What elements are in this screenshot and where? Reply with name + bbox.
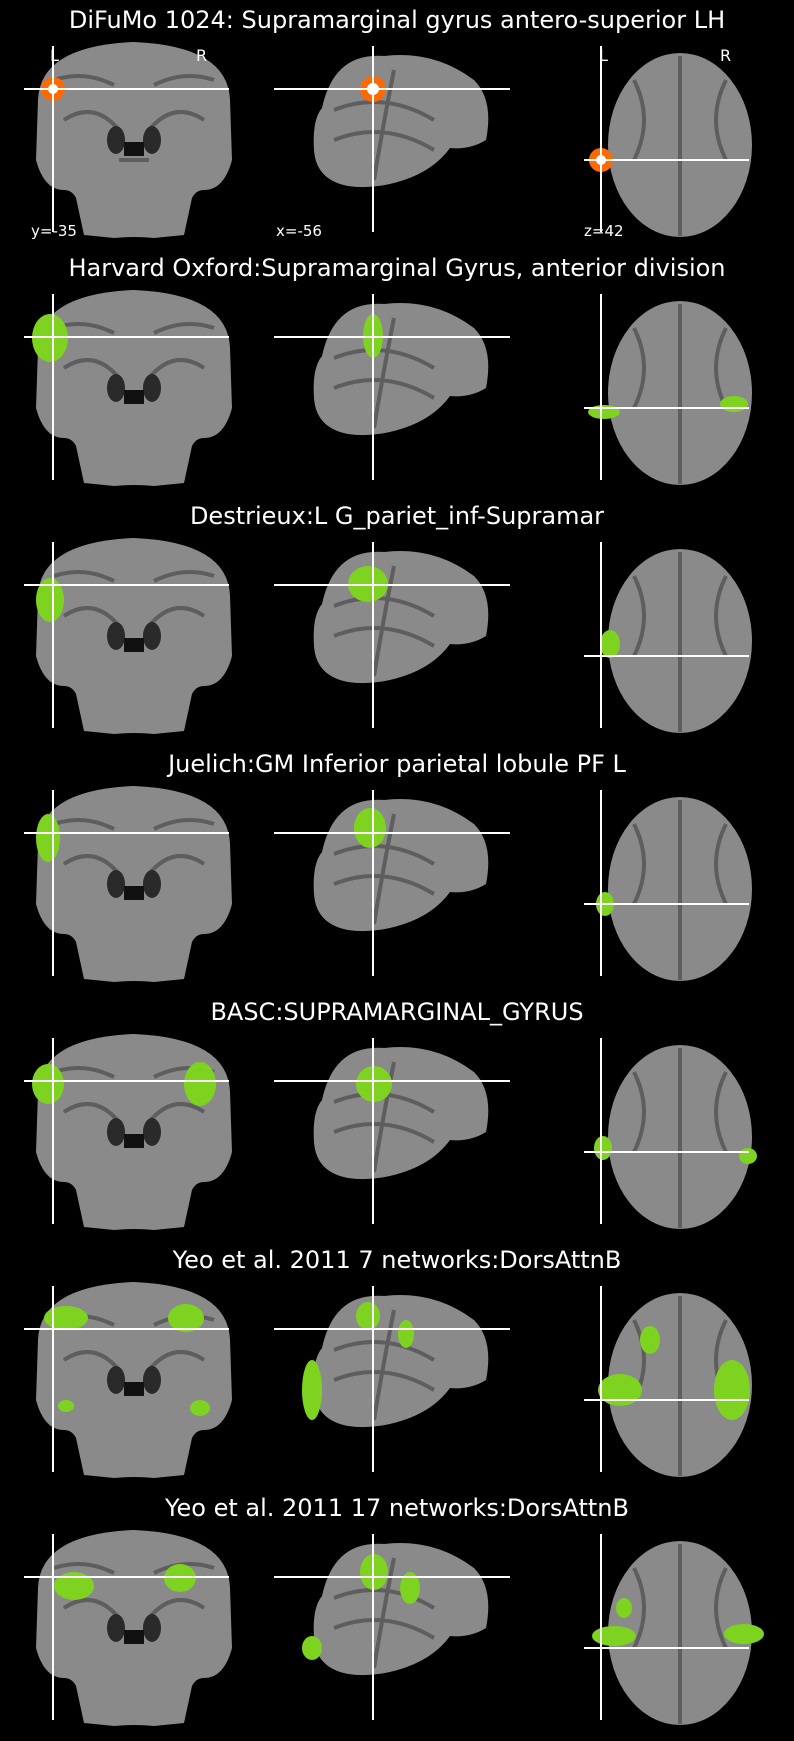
brain-sagittal-shape: [313, 1047, 489, 1180]
brain-sagittal-shape: [313, 303, 489, 436]
panel-difumo: DiFuMo 1024: Supramarginal gyrus antero-…: [0, 0, 794, 248]
coronal-slice: [24, 786, 232, 982]
region-mask: [356, 1302, 380, 1330]
region-mask: [598, 1374, 642, 1406]
panel-atlas-region: Yeo et al. 2011 7 networks:DorsAttnB: [0, 1240, 794, 1488]
region-mask: [616, 1598, 632, 1618]
panel-title: Destrieux:L G_pariet_inf-Supramar: [189, 502, 605, 530]
brain-sagittal-shape: [313, 551, 489, 684]
brain-sagittal-shape: [313, 799, 489, 932]
panel-atlas-region: Yeo et al. 2011 17 networks:DorsAttnB: [0, 1488, 794, 1736]
region-mask: [714, 1360, 750, 1420]
axial-slice: [584, 1534, 764, 1725]
sagittal-slice: [274, 1038, 510, 1224]
panel-atlas-region: Juelich:GM Inferior parietal lobule PF L: [0, 744, 794, 992]
label-right-axial: R: [720, 46, 731, 65]
panel-atlas-region: BASC:SUPRAMARGINAL_GYRUS: [0, 992, 794, 1240]
brain-coronal-shape: [36, 1034, 232, 1230]
panel-title: Yeo et al. 2011 7 networks:DorsAttnB: [172, 1246, 622, 1274]
coronal-slice: L R y=-35: [24, 42, 232, 240]
sagittal-slice: [274, 542, 510, 728]
brain-axial-shape: [608, 301, 752, 485]
panel-atlas-region: Harvard Oxford:Supramarginal Gyrus, ante…: [0, 248, 794, 496]
label-left-axial: L: [599, 46, 608, 65]
brain-views: L R y=-35 x=-56 L R z=42: [0, 0, 794, 248]
brain-coronal-shape: [36, 42, 232, 238]
brain-axial-shape: [608, 1045, 752, 1229]
sagittal-slice: [274, 1286, 510, 1472]
brain-sagittal-shape: [313, 1295, 489, 1428]
coronal-slice: [24, 538, 232, 734]
brain-coronal-shape: [36, 1530, 232, 1726]
brain-coronal-shape: [36, 538, 232, 734]
panel-title: Yeo et al. 2011 17 networks:DorsAttnB: [165, 1494, 629, 1522]
coronal-slice: [24, 1530, 232, 1726]
region-mask: [302, 1636, 322, 1660]
axial-slice: [584, 790, 752, 981]
region-mask: [54, 1572, 94, 1600]
panel-atlas-region: Destrieux:L G_pariet_inf-Supramar: [0, 496, 794, 744]
panel-title: BASC:SUPRAMARGINAL_GYRUS: [210, 998, 584, 1026]
axial-slice: [584, 1286, 752, 1477]
region-mask: [36, 578, 64, 622]
label-left: L: [50, 46, 59, 65]
region-mask: [168, 1304, 204, 1332]
region-mask: [302, 1360, 322, 1420]
region-mask: [400, 1572, 420, 1604]
coronal-slice: [24, 290, 232, 486]
brain-sagittal-shape: [313, 55, 489, 188]
axial-slice: [584, 542, 752, 733]
sagittal-coord: x=-56: [276, 222, 322, 240]
sagittal-slice: [274, 1534, 510, 1720]
region-mask: [44, 1306, 88, 1330]
brain-sagittal-shape: [313, 1543, 489, 1676]
region-mask: [724, 1624, 764, 1644]
region-mask: [720, 396, 748, 412]
region-mask: [640, 1326, 660, 1354]
brain-coronal-shape: [36, 786, 232, 982]
coronal-slice: [24, 1282, 232, 1478]
region-mask: [354, 808, 386, 848]
region-mask: [58, 1400, 74, 1412]
coronal-slice: [24, 1034, 232, 1230]
sagittal-slice: [274, 294, 510, 480]
region-mask: [184, 1062, 216, 1106]
sagittal-slice: x=-56: [274, 46, 510, 240]
sagittal-slice: [274, 790, 510, 976]
panel-title: Juelich:GM Inferior parietal lobule PF L: [168, 750, 626, 778]
axial-slice: [584, 1038, 757, 1229]
panel-title: Harvard Oxford:Supramarginal Gyrus, ante…: [68, 254, 726, 282]
axial-slice: L R z=42: [584, 46, 752, 240]
brain-coronal-shape: [36, 290, 232, 486]
region-mask: [36, 814, 60, 862]
region-mask: [32, 1064, 64, 1104]
region-mask: [739, 1148, 757, 1164]
region-mask: [592, 1626, 636, 1646]
region-mask: [594, 1136, 612, 1160]
brain-axial-shape: [608, 1541, 752, 1725]
axial-coord: z=42: [584, 222, 624, 240]
label-right: R: [196, 46, 207, 65]
region-mask: [398, 1320, 414, 1348]
region-mask: [600, 630, 620, 658]
brain-axial-shape: [608, 797, 752, 981]
coronal-coord: y=-35: [31, 222, 77, 240]
panel-title: DiFuMo 1024: Supramarginal gyrus antero-…: [68, 6, 726, 34]
brain-axial-shape: [608, 549, 752, 733]
region-mask: [190, 1400, 210, 1416]
brain-axial-shape: [608, 53, 752, 237]
axial-slice: [584, 294, 752, 485]
